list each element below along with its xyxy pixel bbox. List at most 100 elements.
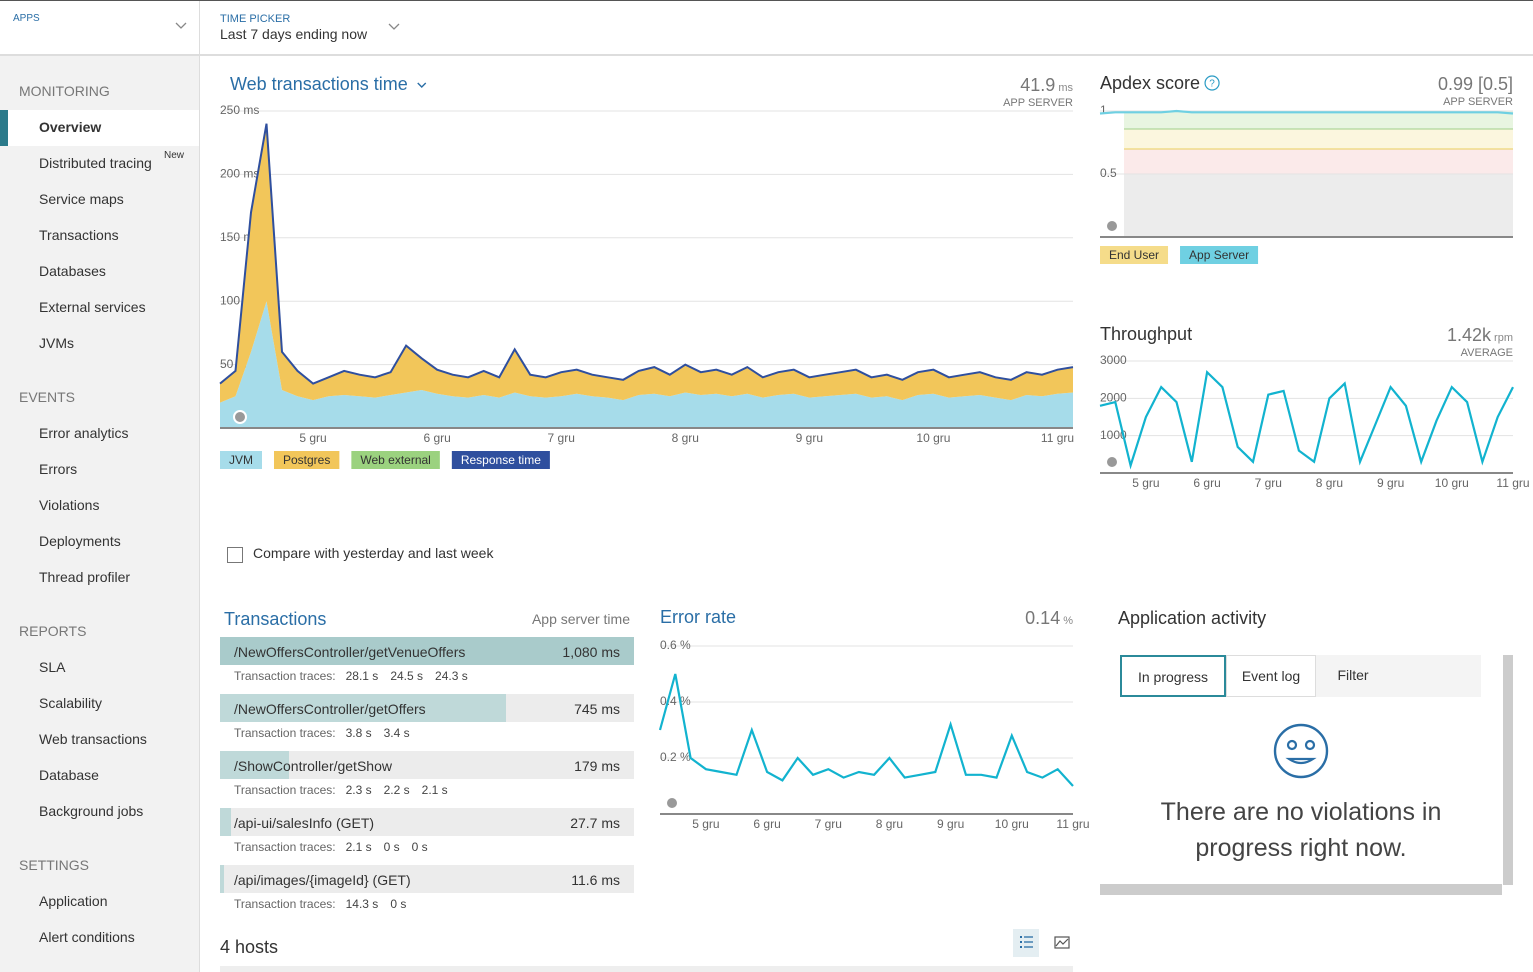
nav-item[interactable]: Distributed tracing New bbox=[0, 146, 199, 182]
tab-label: Filter bbox=[1337, 667, 1369, 683]
nav-label: JVMs bbox=[39, 335, 74, 351]
nav-item[interactable]: SLA bbox=[0, 650, 199, 686]
nav-label: Violations bbox=[39, 497, 100, 513]
nav-label: Databases bbox=[39, 263, 106, 279]
nav-item[interactable]: Service maps bbox=[0, 182, 199, 218]
transaction-row[interactable]: /api/images/{imageId} (GET) 11.6 ms bbox=[220, 865, 634, 893]
traces-label: Transaction traces: bbox=[234, 726, 336, 740]
transactions-title: Transactions bbox=[224, 609, 327, 629]
transaction-time: 11.6 ms bbox=[571, 872, 620, 888]
traces-label: Transaction traces: bbox=[234, 669, 336, 683]
traces-label: Transaction traces: bbox=[234, 783, 336, 797]
smiley-eye bbox=[1304, 739, 1316, 751]
nav-item[interactable]: Application bbox=[0, 884, 199, 920]
nav-item[interactable]: Database bbox=[0, 758, 199, 794]
apps-switcher[interactable]: APPS bbox=[0, 1, 200, 55]
nav-item[interactable]: Background jobs bbox=[0, 794, 199, 830]
smiley-icon bbox=[1273, 723, 1329, 779]
trace-value[interactable]: 0 s bbox=[411, 840, 428, 854]
transaction-name: /NewOffersController/getVenueOffers bbox=[234, 644, 466, 660]
scrollbar bbox=[1503, 655, 1513, 885]
nav-item[interactable]: Alert conditions bbox=[0, 920, 199, 956]
tab-label: In progress bbox=[1137, 669, 1209, 685]
chevron bbox=[175, 22, 187, 29]
section-title: EVENTS bbox=[19, 389, 76, 405]
transaction-name: /NewOffersController/getOffers bbox=[234, 701, 426, 717]
nav-item[interactable]: JVMs bbox=[0, 326, 199, 362]
chart-icon bbox=[1055, 938, 1069, 947]
nav-item[interactable]: Deployments bbox=[0, 524, 199, 560]
nav-item[interactable]: External services bbox=[0, 290, 199, 326]
nav-item[interactable]: Thread profiler bbox=[0, 560, 199, 596]
transaction-row[interactable]: /NewOffersController/getOffers 745 ms bbox=[220, 694, 634, 722]
topbar: APPS TIME PICKER Last 7 days ending now bbox=[0, 0, 1533, 56]
trace-value[interactable]: 24.3 s bbox=[435, 669, 468, 683]
section-title: REPORTS bbox=[19, 623, 87, 639]
chart-view-button bbox=[1054, 936, 1070, 949]
table-header bbox=[220, 966, 1073, 972]
trace-value[interactable]: 3.4 s bbox=[383, 726, 410, 740]
transaction-time: 179 ms bbox=[574, 758, 620, 774]
trace-value[interactable]: 2.3 s bbox=[345, 783, 372, 797]
traces-line: Transaction traces: 2.3 s 2.2 s 2.1 s bbox=[234, 783, 460, 797]
nav-item[interactable]: Error analytics bbox=[0, 416, 199, 452]
nav-item[interactable]: Errors bbox=[0, 452, 199, 488]
smiley-mouth bbox=[1285, 757, 1317, 765]
nav-label: External services bbox=[39, 299, 146, 315]
traces-label: Transaction traces: bbox=[234, 840, 336, 854]
smiley-face bbox=[1273, 723, 1329, 779]
trace-value[interactable]: 24.5 s bbox=[390, 669, 424, 683]
nav-item[interactable]: Overview bbox=[0, 110, 199, 146]
view-toggle[interactable] bbox=[1013, 929, 1083, 959]
traces-line: Transaction traces: 14.3 s 0 s bbox=[234, 897, 418, 911]
transaction-bar bbox=[220, 808, 231, 836]
trace-value[interactable]: 0 s bbox=[383, 840, 400, 854]
time-picker[interactable]: TIME PICKER Last 7 days ending now bbox=[220, 1, 420, 55]
nav-item[interactable]: Violations bbox=[0, 488, 199, 524]
trace-value[interactable]: 2.1 s bbox=[421, 783, 448, 797]
checkbox[interactable] bbox=[227, 547, 243, 563]
nav-label: Background jobs bbox=[39, 803, 144, 819]
scrollbar bbox=[1100, 884, 1502, 895]
nav-label: Deployments bbox=[39, 533, 121, 549]
nav-item[interactable]: Web transactions bbox=[0, 722, 199, 758]
activity-tab[interactable]: Filter bbox=[1316, 655, 1390, 697]
nav-label: Scalability bbox=[39, 695, 103, 711]
nav-label: Error analytics bbox=[39, 425, 129, 441]
tab-label: Event log bbox=[1241, 668, 1301, 684]
nav-item[interactable]: Databases bbox=[0, 254, 199, 290]
trace-value[interactable]: 14.3 s bbox=[345, 897, 379, 911]
list-view-button bbox=[1013, 929, 1039, 957]
traces-line: Transaction traces: 28.1 s 24.5 s 24.3 s bbox=[234, 669, 480, 683]
list-icon bbox=[1020, 946, 1022, 948]
nav-label: Errors bbox=[39, 461, 78, 477]
nav-label: Application bbox=[39, 893, 108, 909]
hosts-title: 4 hosts bbox=[220, 937, 279, 957]
transaction-row[interactable]: /ShowController/getShow 179 ms bbox=[220, 751, 634, 779]
activity-message: There are no violations in progress righ… bbox=[1160, 798, 1442, 862]
transaction-bar bbox=[220, 694, 506, 722]
nav-label: SLA bbox=[39, 659, 66, 675]
transaction-name: /api/images/{imageId} (GET) bbox=[234, 872, 411, 888]
nav-badge: New bbox=[164, 150, 185, 161]
nav-label: Web transactions bbox=[39, 731, 147, 747]
sidebar: MONITORING Overview Distributed tracing New… bbox=[0, 56, 200, 972]
activity-tab[interactable]: Event log bbox=[1226, 655, 1316, 697]
trace-value[interactable]: 0 s bbox=[390, 897, 407, 911]
nav-item[interactable]: Transactions bbox=[0, 218, 199, 254]
transaction-row[interactable]: /api-ui/salesInfo (GET) 27.7 ms bbox=[220, 808, 634, 836]
nav-item[interactable]: Scalability bbox=[0, 686, 199, 722]
apps-label: APPS bbox=[13, 13, 40, 24]
transaction-row[interactable]: /NewOffersController/getVenueOffers 1,080… bbox=[220, 637, 634, 665]
trace-value[interactable]: 28.1 s bbox=[345, 669, 379, 683]
time-picker-value: Last 7 days ending now bbox=[220, 26, 368, 42]
time-picker-label: TIME PICKER bbox=[220, 13, 291, 25]
trace-value[interactable]: 2.1 s bbox=[345, 840, 372, 854]
trace-value[interactable]: 3.8 s bbox=[345, 726, 372, 740]
transaction-time: 27.7 ms bbox=[570, 815, 620, 831]
transaction-name: /api-ui/salesInfo (GET) bbox=[234, 815, 375, 831]
transaction-bar bbox=[220, 751, 289, 779]
trace-value[interactable]: 2.2 s bbox=[383, 783, 410, 797]
activity-tab[interactable]: In progress bbox=[1120, 655, 1226, 697]
